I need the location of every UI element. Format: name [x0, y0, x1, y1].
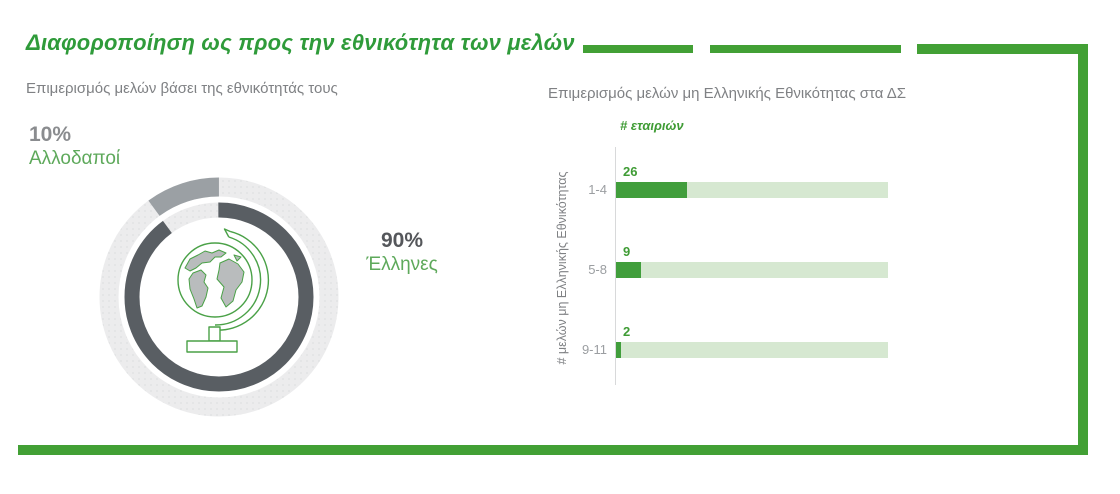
foreigners-percent: 10% — [29, 123, 72, 146]
bar-category-label: 9-11 — [581, 342, 607, 357]
frame-border-right — [1078, 44, 1088, 455]
page-title: Διαφοροποίηση ως προς την εθνικότητα των… — [26, 30, 575, 55]
bar-chart-axis-line — [615, 147, 616, 385]
bar-category-label: 5-8 — [588, 262, 607, 277]
title-accent-dash-2 — [710, 45, 901, 53]
bar-fill — [616, 182, 687, 198]
bar-chart-subtitle: Επιμερισμός μελών μη Ελληνικής Εθνικότητ… — [548, 85, 907, 102]
globe-icon — [177, 228, 270, 353]
donut-chart — [99, 177, 339, 417]
title-accent-dash-1 — [583, 45, 693, 53]
donut-callout-foreigners: 10% Αλλοδαποί — [29, 123, 120, 170]
foreigners-label: Αλλοδαποί — [29, 148, 121, 169]
donut-inner-segment — [124, 202, 314, 392]
bar-chart-x-axis-title: # εταιριών — [620, 118, 684, 133]
donut-outer-segment — [99, 177, 339, 417]
bar-chart-y-axis-title: # μελών μη Ελληνικής Εθνικότητας — [555, 171, 569, 365]
bar-track — [616, 342, 888, 358]
bar-value-label: 2 — [623, 324, 631, 339]
bar-value-label: 26 — [623, 164, 638, 179]
bar-track — [616, 182, 888, 198]
bar-fill — [616, 342, 622, 358]
bar-value-label: 9 — [623, 244, 631, 259]
frame-border-bottom — [18, 445, 1088, 455]
bar-chart: # εταιριών 1-4 26 5-8 9 9-11 2 — [548, 110, 948, 400]
bar-fill — [616, 262, 641, 278]
donut-outer-ring — [99, 177, 339, 417]
greeks-label: Έλληνες — [366, 254, 438, 275]
bar-category-label: 1-4 — [588, 182, 607, 197]
donut-chart-subtitle: Επιμερισμός μελών βάσει της εθνικότητάς … — [26, 80, 338, 97]
greeks-percent: 90% — [380, 229, 424, 252]
donut-callout-greeks: 90% Έλληνες — [358, 229, 446, 276]
frame-border-top — [917, 44, 1088, 54]
bar-track — [616, 262, 888, 278]
